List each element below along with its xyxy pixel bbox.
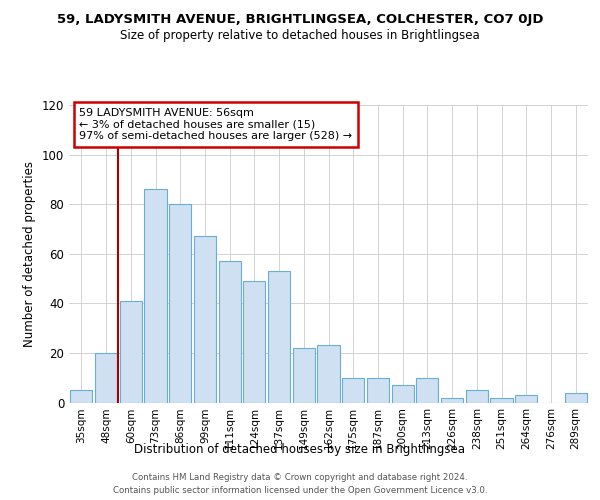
Y-axis label: Number of detached properties: Number of detached properties [23, 161, 36, 347]
Bar [95, 353, 117, 403]
Bar [317, 346, 340, 403]
Bar [416, 378, 439, 402]
Bar [441, 398, 463, 402]
Text: Contains HM Land Registry data © Crown copyright and database right 2024.
Contai: Contains HM Land Registry data © Crown c… [113, 473, 487, 495]
Text: Size of property relative to detached houses in Brightlingsea: Size of property relative to detached ho… [120, 29, 480, 42]
Bar [515, 395, 538, 402]
Bar [466, 390, 488, 402]
Text: 59 LADYSMITH AVENUE: 56sqm
← 3% of detached houses are smaller (15)
97% of semi-: 59 LADYSMITH AVENUE: 56sqm ← 3% of detac… [79, 108, 353, 141]
Bar [565, 392, 587, 402]
Bar [367, 378, 389, 402]
Bar [392, 385, 414, 402]
Bar [243, 281, 265, 402]
Bar [119, 301, 142, 402]
Bar [169, 204, 191, 402]
Bar [268, 271, 290, 402]
Bar [70, 390, 92, 402]
Bar [342, 378, 364, 402]
Bar [145, 190, 167, 402]
Bar [490, 398, 512, 402]
Bar [194, 236, 216, 402]
Bar [293, 348, 315, 403]
Bar [218, 261, 241, 402]
Text: 59, LADYSMITH AVENUE, BRIGHTLINGSEA, COLCHESTER, CO7 0JD: 59, LADYSMITH AVENUE, BRIGHTLINGSEA, COL… [57, 12, 543, 26]
Text: Distribution of detached houses by size in Brightlingsea: Distribution of detached houses by size … [134, 442, 466, 456]
